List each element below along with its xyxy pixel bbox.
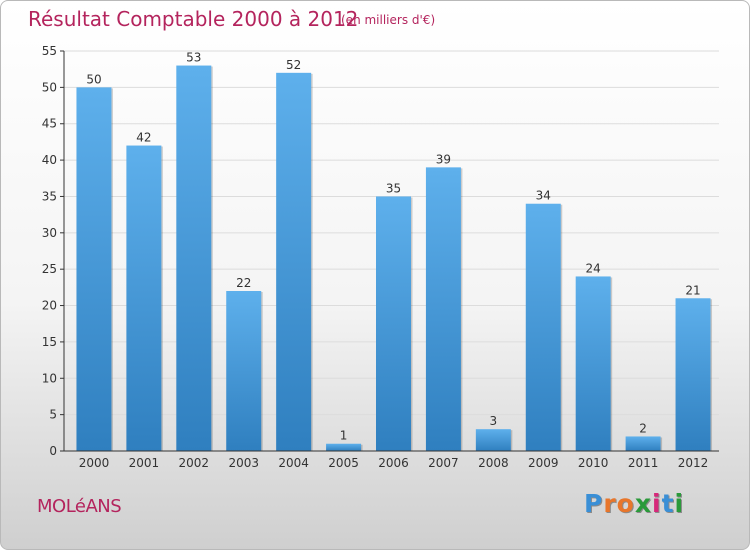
logo-letter: r <box>603 489 617 518</box>
x-tick-label: 2012 <box>678 456 709 470</box>
value-label: 2 <box>639 421 647 435</box>
bar-2003 <box>226 291 262 451</box>
logo-letter: x <box>634 489 652 518</box>
proxiti-logo: Proxiti <box>584 489 684 518</box>
x-tick-label: 2011 <box>628 456 659 470</box>
value-label: 1 <box>340 429 348 443</box>
bar-2009 <box>525 203 561 451</box>
value-label: 52 <box>286 58 301 72</box>
y-tick-label: 40 <box>42 153 57 167</box>
logo-letter: i <box>674 489 685 518</box>
x-tick-label: 2004 <box>278 456 309 470</box>
bar-2000 <box>76 87 112 451</box>
x-tick-label: 2007 <box>428 456 459 470</box>
value-label: 53 <box>186 51 201 65</box>
bar-2007 <box>425 167 461 451</box>
y-tick-label: 5 <box>49 408 57 422</box>
logo-letter: i <box>652 489 662 518</box>
x-tick-label: 2009 <box>528 456 559 470</box>
x-tick-label: 2008 <box>478 456 509 470</box>
place-name: MOLéANS <box>37 496 122 517</box>
value-label: 34 <box>536 189 551 203</box>
x-tick-label: 2005 <box>328 456 359 470</box>
bar-2005 <box>326 443 362 451</box>
x-tick-label: 2000 <box>79 456 110 470</box>
x-axis: 2000 2001 2002 2003 2004 2005 2006 2007 2008 2009… <box>64 450 719 470</box>
value-label: 35 <box>386 181 401 195</box>
x-tick-label: 2003 <box>228 456 259 470</box>
bar-2002 <box>176 65 212 451</box>
x-tick-label: 2001 <box>129 456 160 470</box>
y-tick-label: 45 <box>42 117 57 131</box>
value-label: 50 <box>86 72 101 86</box>
y-tick-label: 20 <box>42 299 57 313</box>
value-label: 3 <box>490 414 498 428</box>
y-tick-label: 35 <box>42 189 57 203</box>
value-label: 22 <box>236 276 251 290</box>
value-label: 39 <box>436 152 451 166</box>
logo-letter: t <box>661 489 675 518</box>
value-label: 21 <box>685 283 700 297</box>
y-tick-label: 50 <box>42 80 57 94</box>
bar-2008 <box>475 429 511 451</box>
bars: 50 42 53 22 52 1 35 39 3 34 24 2 21 <box>76 51 713 452</box>
y-tick-label: 55 <box>42 44 57 58</box>
value-label: 24 <box>586 261 601 275</box>
y-tick-label: 25 <box>42 262 57 276</box>
chart-title: Résultat Comptable 2000 à 2012 <box>28 7 359 31</box>
y-tick-label: 30 <box>42 226 57 240</box>
x-tick-label: 2002 <box>179 456 210 470</box>
y-tick-label: 0 <box>49 444 57 458</box>
x-tick-label: 2006 <box>378 456 409 470</box>
x-tick-label: 2010 <box>578 456 609 470</box>
bar-2012 <box>675 298 711 451</box>
bar-2006 <box>376 196 411 451</box>
logo-letter: o <box>616 489 635 518</box>
bar-2010 <box>575 276 611 451</box>
y-tick-label: 10 <box>42 371 57 385</box>
y-tick-label: 15 <box>42 335 57 349</box>
value-label: 42 <box>136 131 151 145</box>
bar-2011 <box>625 436 661 451</box>
bar-2001 <box>126 145 162 451</box>
chart-unit: (en milliers d'€) <box>341 13 436 27</box>
bar-2004 <box>276 72 312 452</box>
y-axis: 0 5 10 15 20 25 30 35 40 45 50 55 <box>42 44 65 458</box>
logo-letter: P <box>584 489 604 518</box>
